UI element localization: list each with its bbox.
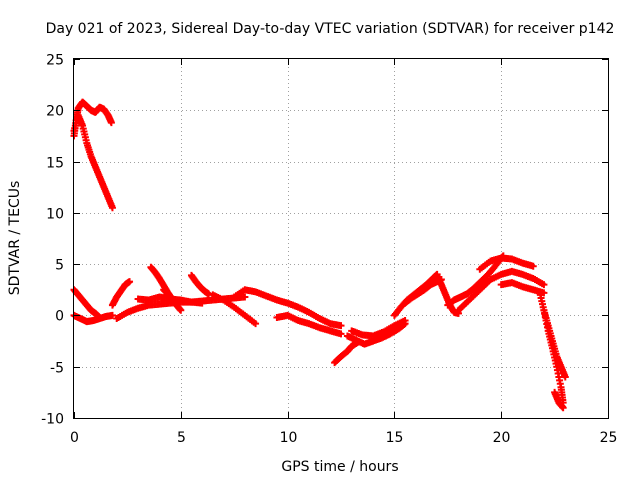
series-arc-4 (108, 278, 134, 309)
series-arc-20 (454, 267, 548, 314)
y-tick-label: -10 (41, 412, 64, 428)
series-arc-1-top (70, 98, 115, 140)
data-point (561, 373, 569, 381)
series-arc-9 (187, 271, 213, 298)
y-tick-label: 20 (46, 104, 64, 120)
x-tick-label: 15 (386, 430, 404, 446)
y-tick-label: 25 (46, 53, 64, 69)
data-point (252, 320, 260, 328)
data-point (540, 289, 548, 297)
y-axis-ticks: -10 -5 0 5 10 15 20 25 (41, 53, 608, 428)
data-point (126, 278, 134, 286)
data-point (337, 322, 345, 330)
data-point (401, 317, 409, 325)
x-tick-label: 5 (177, 430, 186, 446)
x-tick-label: 25 (600, 430, 618, 446)
x-tick-label: 0 (70, 430, 79, 446)
series-arc-1-decay (70, 111, 116, 212)
data-markers (70, 98, 569, 412)
y-tick-label: 0 (55, 309, 64, 325)
data-point (540, 281, 548, 289)
series-arc-22 (497, 279, 548, 297)
y-tick-label: -5 (50, 361, 64, 377)
x-axis-ticks: 0 5 10 15 20 25 (70, 59, 617, 446)
series-arc-11 (230, 286, 345, 330)
data-point (205, 290, 213, 298)
y-tick-label: 15 (46, 156, 64, 172)
data-point (529, 262, 537, 270)
data-point (241, 293, 249, 301)
data-point (559, 404, 567, 412)
data-point (107, 119, 115, 127)
data-point (177, 306, 185, 314)
series-arc-25 (551, 388, 567, 412)
series-arc-21 (476, 254, 537, 273)
data-point (108, 204, 116, 212)
series-arc-15 (348, 317, 409, 340)
data-point (337, 330, 345, 338)
series-arc-10 (209, 291, 260, 328)
series-arc-8 (160, 286, 185, 314)
y-tick-label: 10 (46, 207, 64, 223)
series-arc-12 (273, 311, 345, 338)
x-axis-label: GPS time / hours (281, 459, 398, 475)
y-tick-label: 5 (55, 258, 64, 274)
series-arc-23 (536, 288, 567, 407)
x-tick-label: 20 (493, 430, 511, 446)
x-tick-label: 10 (280, 430, 298, 446)
grid-lines (74, 59, 608, 418)
chart-title: Day 021 of 2023, Sidereal Day-to-day VTE… (46, 21, 615, 37)
data-point (108, 311, 116, 319)
y-axis-label: SDTVAR / TECUs (7, 181, 23, 296)
plot-frame (73, 58, 609, 419)
series-arc-24 (540, 306, 569, 381)
data-point (198, 299, 206, 307)
